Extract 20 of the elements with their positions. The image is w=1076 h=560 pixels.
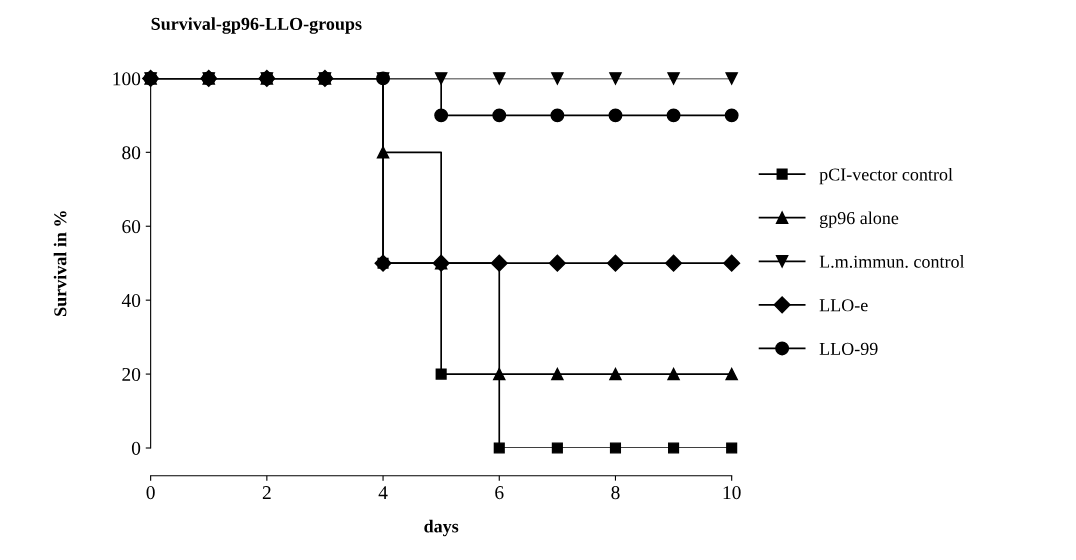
y-tick-label: 40 xyxy=(121,293,141,308)
y-tick-label: 20 xyxy=(122,367,141,382)
chart-title: Survival-gp96-LLO-groups xyxy=(151,17,362,34)
y-tick-label: 0 xyxy=(131,441,141,455)
x-tick-label: 6 xyxy=(495,486,504,500)
x-tick-label: 4 xyxy=(378,486,388,499)
legend-label: LLO-99 xyxy=(819,342,878,355)
legend-label: L.m.immun. control xyxy=(819,255,965,268)
legend-label: gp96 alone xyxy=(819,211,899,228)
legend-label: LLO-e xyxy=(819,299,868,312)
y-tick-label: 100 xyxy=(113,72,141,86)
x-tick-label: 8 xyxy=(611,486,620,500)
x-axis-title: days xyxy=(424,519,459,537)
y-tick-label: 60 xyxy=(122,220,141,234)
x-tick-label: 0 xyxy=(146,486,155,500)
x-tick-label: 10 xyxy=(723,486,741,500)
x-tick-label: 2 xyxy=(262,486,271,499)
y-axis-title: Survival in % xyxy=(53,211,67,316)
legend-label: pCI-vector control xyxy=(819,167,953,185)
y-tick-label: 80 xyxy=(122,146,141,160)
